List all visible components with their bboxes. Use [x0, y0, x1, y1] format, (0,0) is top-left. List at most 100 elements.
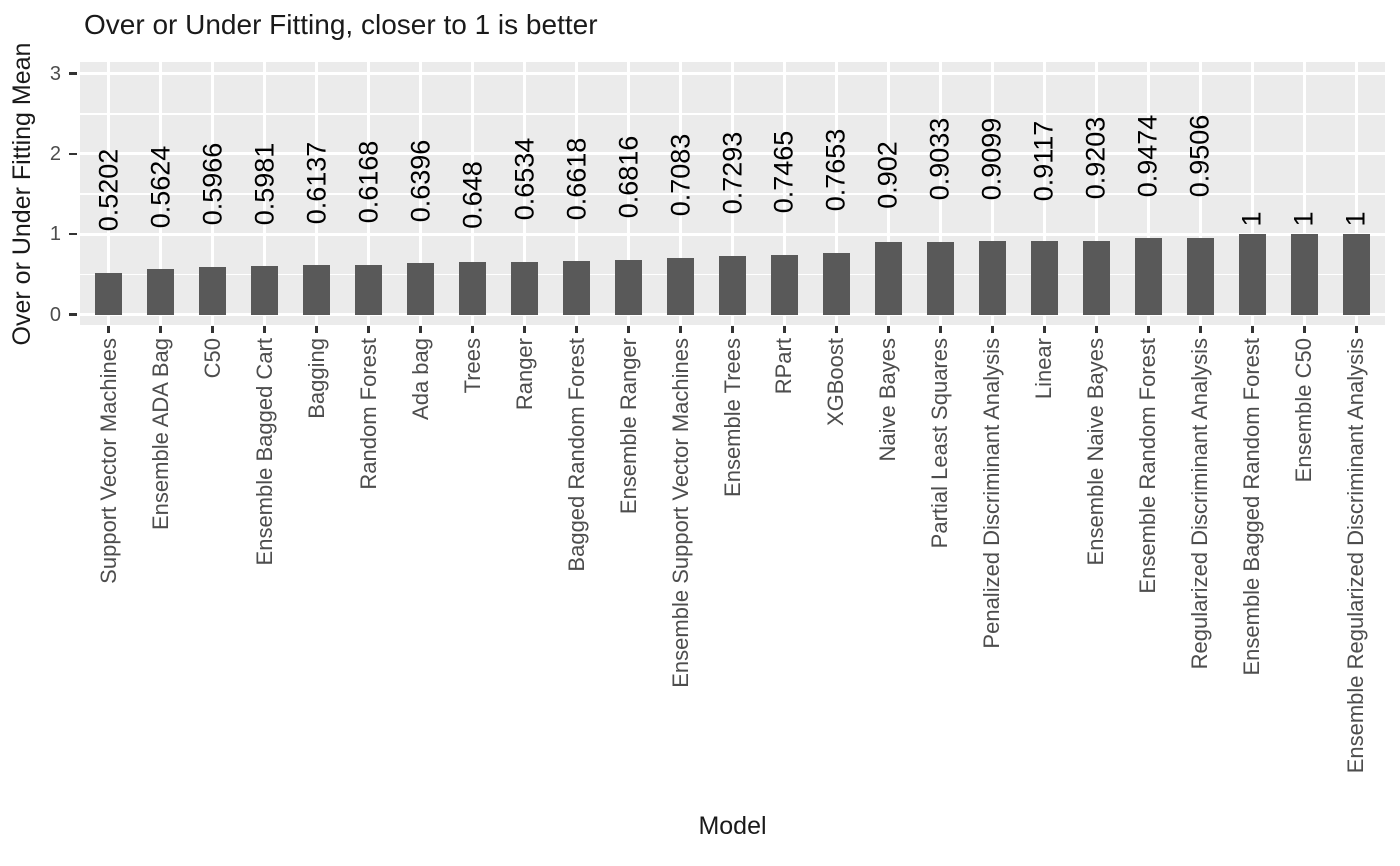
bar-value-label: 0.7653 — [820, 129, 851, 212]
bar-value-label: 0.9033 — [924, 118, 955, 201]
gridline-major-v — [367, 62, 371, 325]
x-axis-title: Model — [698, 812, 767, 840]
bar-value-label: 0.6618 — [561, 137, 592, 221]
bar-value-label: 1 — [1340, 211, 1371, 227]
gridline-major-v — [1094, 62, 1098, 325]
y-tick — [69, 72, 77, 75]
bar-value-label: 0.9474 — [1132, 114, 1163, 198]
bar — [874, 242, 902, 315]
x-tick — [1199, 326, 1202, 333]
x-tick-label: Naive Bayes — [875, 338, 901, 462]
x-tick — [991, 326, 994, 333]
x-tick-label: Ensemble Random Forest — [1135, 338, 1161, 594]
x-tick — [731, 326, 734, 333]
x-tick — [263, 326, 266, 333]
x-tick — [1355, 326, 1358, 333]
gridline-major-v — [627, 62, 631, 325]
gridline-major-v — [938, 62, 942, 325]
bar — [1342, 234, 1370, 315]
bar — [1238, 234, 1266, 315]
x-tick-label: Ada bag — [407, 338, 433, 420]
chart-title: Over or Under Fitting, closer to 1 is be… — [84, 9, 598, 40]
gridline-major-v — [107, 62, 111, 325]
gridline-major-v — [471, 62, 475, 325]
bar — [770, 254, 798, 315]
x-tick-label: Partial Least Squares — [927, 338, 953, 549]
bar-value-label: 0.5981 — [249, 142, 280, 226]
y-tick — [69, 313, 77, 316]
x-tick — [835, 326, 838, 333]
bar-value-label: 0.9506 — [1184, 114, 1215, 197]
bar — [978, 241, 1006, 315]
gridline-major-v — [523, 62, 527, 325]
plot-panel: 0.5202 0.5624 0.5966 0.5981 0.6137 0.6168 0.63… — [80, 62, 1385, 325]
y-tick-label: 0 — [49, 303, 61, 326]
bar-value-label: 1 — [1236, 211, 1267, 227]
gridline-major-v — [886, 62, 890, 325]
gridline-major-v — [990, 62, 994, 325]
bar-value-label: 0.648 — [457, 161, 488, 229]
y-axis: 0 1 2 3 — [0, 62, 80, 325]
gridline-major-v — [1354, 62, 1358, 325]
bar — [147, 269, 175, 315]
bar — [1030, 241, 1058, 315]
gridline-major-v — [1302, 62, 1306, 325]
bar-value-label: 0.5202 — [93, 148, 124, 232]
y-tick-label: 1 — [49, 223, 61, 246]
x-tick-label: Ensemble Naive Bayes — [1083, 338, 1109, 566]
gridline-major-v — [679, 62, 682, 325]
gridline-major-v — [419, 62, 423, 325]
x-tick — [1043, 326, 1046, 333]
bar — [199, 266, 227, 315]
x-tick — [1303, 326, 1306, 333]
x-tick-label: Ensemble Support Vector Machines — [667, 338, 693, 688]
bar — [926, 241, 954, 315]
gridline-major-v — [1250, 62, 1254, 325]
x-tick — [1251, 326, 1254, 333]
x-tick-label: C50 — [199, 338, 225, 379]
bar-value-label: 0.6816 — [613, 135, 644, 219]
x-tick-label: Linear — [1031, 338, 1057, 400]
x-tick — [523, 326, 526, 333]
x-tick-label: Ensemble ADA Bag — [147, 338, 173, 531]
x-tick — [783, 326, 786, 333]
gridline-major-v — [834, 62, 838, 325]
gridline-major-v — [1042, 62, 1046, 325]
bar-value-label: 0.7465 — [768, 130, 799, 214]
bar-value-label: 0.9203 — [1080, 116, 1111, 200]
gridline-major-v — [731, 62, 734, 325]
bar — [95, 272, 123, 315]
bar-value-label: 0.9099 — [976, 117, 1007, 201]
x-tick-label: Regularized Discriminant Analysis — [1187, 338, 1213, 670]
x-tick-label: Trees — [459, 338, 485, 394]
x-tick-label: Bagged Random Forest — [563, 338, 589, 572]
bar — [719, 255, 746, 315]
bar — [1134, 238, 1162, 315]
bar — [563, 261, 591, 315]
x-tick — [1095, 326, 1098, 333]
x-tick — [315, 326, 318, 333]
gridline-major-v — [1146, 62, 1150, 325]
x-tick — [159, 326, 162, 333]
gridline-major-v — [575, 62, 579, 325]
y-tick — [69, 232, 77, 236]
y-tick — [69, 152, 77, 156]
x-tick-label: Ensemble Bagged Cart — [251, 338, 277, 566]
bar — [1082, 240, 1110, 315]
x-tick — [575, 326, 578, 333]
x-tick-label: Ensemble Bagged Random Forest — [1239, 338, 1265, 676]
x-tick-label: Ensemble Trees — [719, 338, 745, 497]
x-tick — [419, 326, 422, 333]
x-tick-label: Bagging — [303, 338, 329, 419]
bar-value-label: 0.5966 — [197, 142, 228, 226]
x-tick — [1147, 326, 1150, 333]
x-tick — [471, 326, 474, 333]
bar — [1186, 238, 1214, 315]
bar — [667, 257, 694, 315]
x-tick — [679, 326, 682, 333]
x-axis: Support Vector Machines Ensemble ADA Bag C… — [80, 325, 1385, 805]
x-tick-label: Penalized Discriminant Analysis — [979, 338, 1005, 649]
bar-value-label: 1 — [1288, 211, 1319, 227]
x-tick — [627, 326, 630, 333]
